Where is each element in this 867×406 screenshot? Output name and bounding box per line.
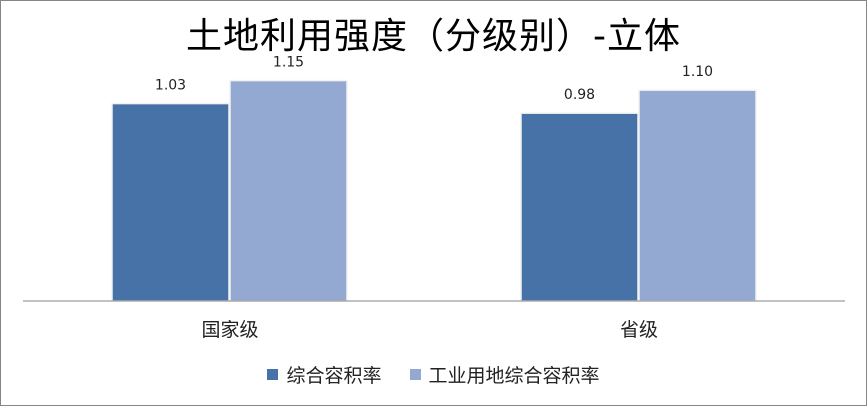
legend-swatch-series-1 [267, 369, 279, 380]
legend-item-series-1: 综合容积率 [267, 361, 382, 388]
legend-item-series-2: 工业用地综合容积率 [409, 361, 600, 388]
bar-1-2 [520, 112, 639, 302]
legend-swatch-series-2 [409, 369, 421, 380]
data-label-2-1: 1.15 [273, 55, 304, 71]
chart-title: 土地利用强度（分级别）-立体 [186, 16, 681, 57]
bar-2-1 [229, 79, 348, 302]
legend-label-series-2: 工业用地综合容积率 [428, 365, 600, 387]
bar-2-2 [638, 89, 757, 302]
legend: 综合容积率 工业用地综合容积率 [1, 361, 866, 388]
data-label-1-1: 1.03 [155, 78, 186, 94]
category-labels: 国家级 省级 [201, 319, 658, 341]
legend-label-series-1: 综合容积率 [286, 365, 382, 387]
category-label-2: 省级 [620, 319, 658, 341]
category-label-1: 国家级 [201, 319, 258, 341]
data-label-1-2: 0.98 [564, 87, 595, 103]
bars-layer: 1.03 1.15 0.98 1.10 [111, 55, 757, 302]
data-label-2-2: 1.10 [682, 64, 713, 80]
bar-1-1 [111, 102, 230, 302]
